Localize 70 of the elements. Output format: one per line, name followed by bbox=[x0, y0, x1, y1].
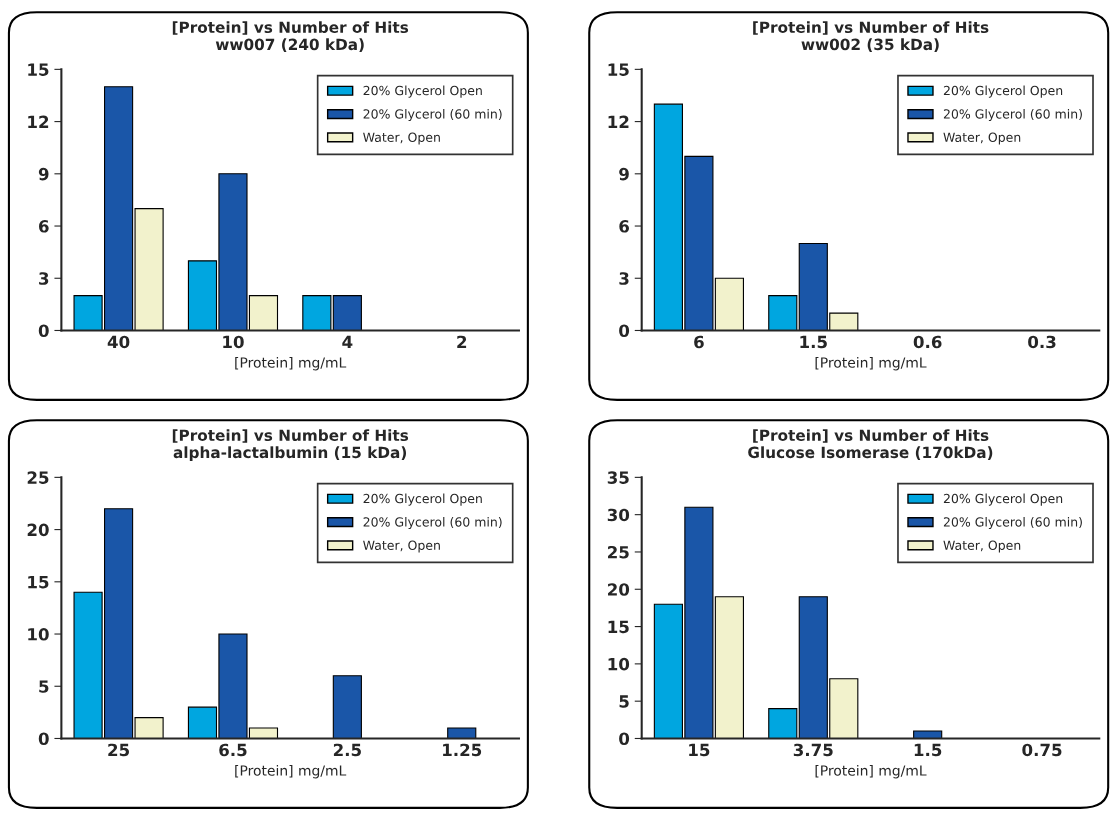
x-tick-label: 3.75 bbox=[793, 743, 833, 757]
x-axis-title: [Protein] mg/mL bbox=[235, 357, 347, 371]
legend-label: 20% Glycerol (60 min) bbox=[943, 516, 1082, 530]
y-tick-label: 0 bbox=[38, 324, 49, 338]
legend-label: 20% Glycerol Open bbox=[943, 493, 1063, 506]
chart-subtitle: Glucose Isomerase (170kDa) bbox=[748, 446, 993, 460]
chart-title: [Protein] vs Number of Hits bbox=[172, 21, 409, 35]
x-axis-title: [Protein] mg/mL bbox=[815, 357, 927, 371]
y-tick-label: 9 bbox=[619, 167, 629, 181]
chart-title: [Protein] vs Number of Hits bbox=[753, 21, 989, 35]
x-tick-label: 2 bbox=[457, 335, 467, 349]
x-tick-label: 0.75 bbox=[1022, 743, 1062, 757]
y-tick-label: 5 bbox=[619, 695, 629, 708]
x-tick-label: 2.5 bbox=[333, 743, 361, 757]
y-tick-label: 9 bbox=[38, 167, 49, 181]
legend-label: 20% Glycerol Open bbox=[363, 493, 482, 506]
y-tick-label: 10 bbox=[28, 627, 49, 641]
x-axis-title: [Protein] mg/mL bbox=[235, 765, 347, 779]
x-tick-label: 1.5 bbox=[800, 335, 827, 349]
legend-label: Water, Open bbox=[943, 540, 1021, 553]
chart-subtitle: ww002 (35 kDa) bbox=[801, 38, 939, 52]
y-tick-label: 3 bbox=[619, 272, 629, 285]
y-tick-label: 25 bbox=[608, 545, 629, 559]
y-tick-label: 0 bbox=[619, 324, 630, 338]
legend-label: Water, Open bbox=[363, 132, 440, 145]
bar bbox=[768, 295, 798, 331]
y-tick-label: 20 bbox=[27, 523, 49, 537]
x-axis-title: [Protein] mg/mL bbox=[815, 765, 927, 779]
x-tick-label: 40 bbox=[107, 335, 130, 349]
y-tick-label: 30 bbox=[607, 508, 630, 522]
chart-subtitle: alpha-lactalbumin (15 kDa) bbox=[173, 446, 407, 462]
chart-title: [Protein] vs Number of Hits bbox=[172, 429, 409, 443]
bar bbox=[447, 727, 477, 739]
x-tick-label: 15 bbox=[689, 743, 710, 757]
y-tick-label: 15 bbox=[608, 620, 629, 634]
x-tick-label: 6 bbox=[694, 335, 704, 349]
y-tick-label: 15 bbox=[28, 575, 49, 589]
bar bbox=[768, 708, 798, 739]
y-tick-label: 0 bbox=[619, 732, 630, 746]
x-tick-label: 6.5 bbox=[219, 743, 247, 757]
y-tick-label: 3 bbox=[39, 272, 49, 285]
chart-subtitle: ww007 (240 kDa) bbox=[215, 38, 364, 52]
y-tick-label: 20 bbox=[608, 583, 630, 596]
y-tick-label: 6 bbox=[39, 220, 49, 233]
x-tick-label: 0.6 bbox=[913, 335, 942, 349]
bar bbox=[332, 675, 362, 739]
legend-label: 20% Glycerol Open bbox=[943, 85, 1063, 98]
chart-title: [Protein] vs Number of Hits bbox=[753, 429, 989, 443]
legend-label: 20% Glycerol (60 min) bbox=[363, 516, 502, 530]
y-tick-label: 0 bbox=[38, 732, 49, 746]
x-tick-label: 0.3 bbox=[1028, 335, 1056, 349]
y-tick-label: 12 bbox=[28, 115, 49, 128]
x-tick-label: 1.25 bbox=[443, 743, 482, 757]
x-tick-label: 25 bbox=[108, 743, 130, 757]
legend-label: 20% Glycerol (60 min) bbox=[363, 108, 502, 122]
legend-label: 20% Glycerol (60 min) bbox=[943, 108, 1082, 122]
y-tick-label: 6 bbox=[619, 220, 629, 233]
legend-label: 20% Glycerol Open bbox=[363, 85, 482, 98]
x-tick-label: 4 bbox=[342, 335, 353, 349]
legend-label: Water, Open bbox=[363, 540, 440, 553]
y-tick-label: 12 bbox=[608, 115, 629, 128]
x-tick-label: 1.5 bbox=[914, 743, 942, 757]
y-tick-label: 35 bbox=[607, 471, 629, 484]
y-tick-label: 15 bbox=[28, 63, 49, 76]
y-tick-label: 10 bbox=[608, 657, 630, 671]
y-tick-label: 15 bbox=[608, 63, 629, 76]
legend-label: Water, Open bbox=[943, 132, 1021, 145]
y-tick-label: 5 bbox=[39, 680, 49, 693]
y-tick-label: 25 bbox=[27, 471, 49, 484]
x-tick-label: 10 bbox=[223, 335, 244, 349]
